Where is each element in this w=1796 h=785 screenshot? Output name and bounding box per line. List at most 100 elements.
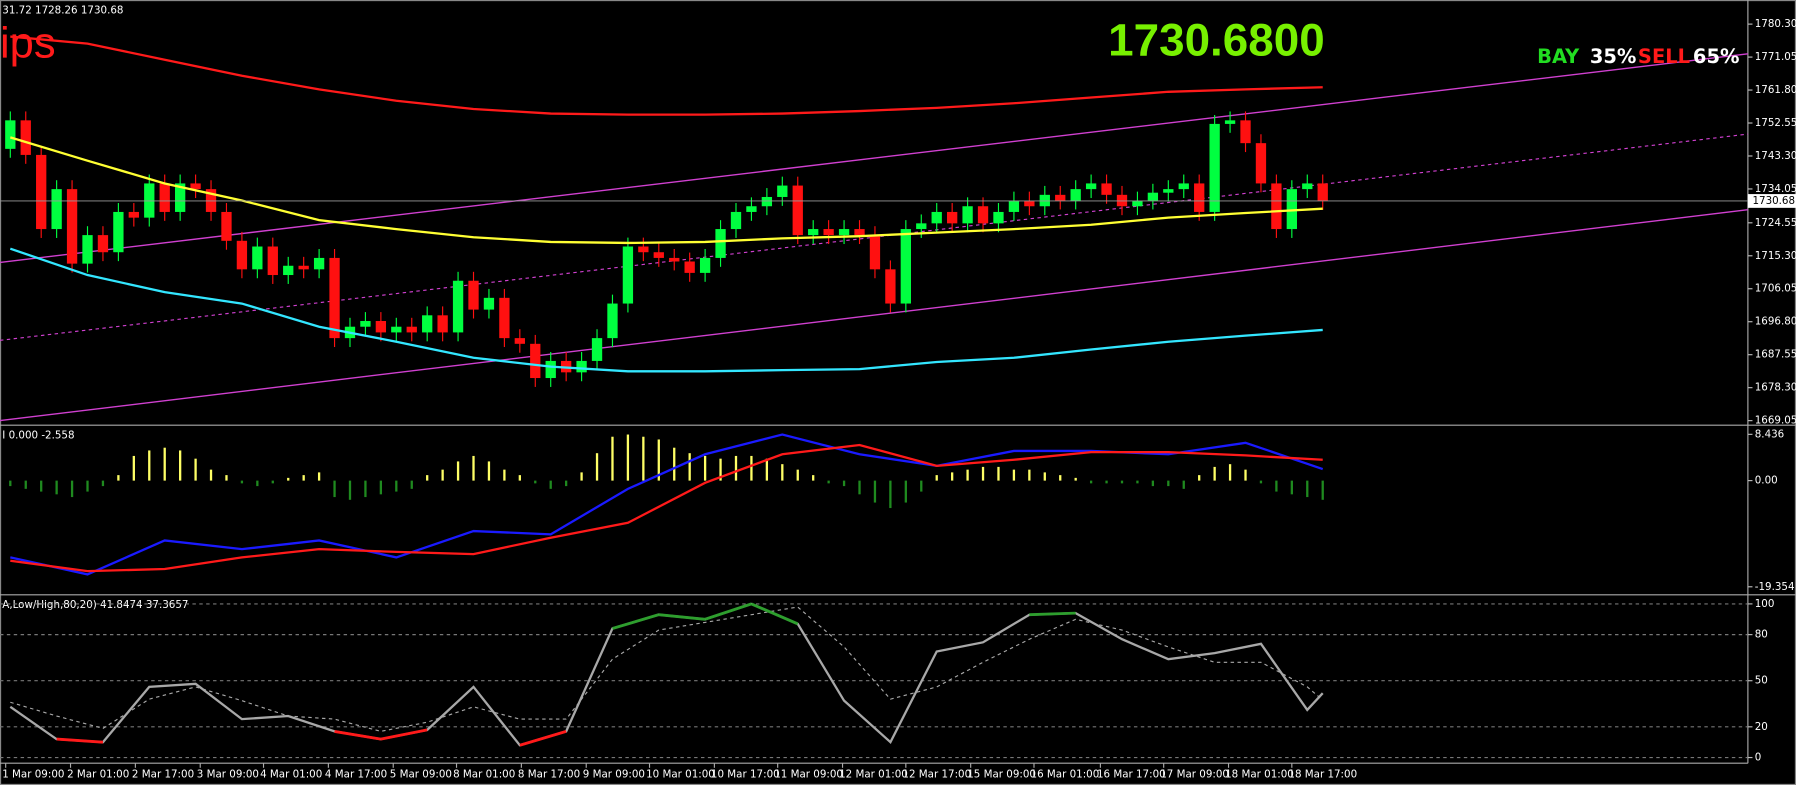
y-tick-label: 1743.30 xyxy=(1755,150,1796,162)
histogram-bar xyxy=(812,475,815,481)
histogram-bar xyxy=(410,480,413,489)
candle-body xyxy=(638,246,649,253)
candle-body xyxy=(468,280,479,310)
histogram-bar xyxy=(24,480,27,489)
histogram-bar xyxy=(781,464,784,481)
candle-body xyxy=(1271,183,1282,230)
histogram-bar xyxy=(117,475,120,481)
histogram-bar xyxy=(981,466,985,481)
y-tick-label: 1752.55 xyxy=(1755,117,1796,129)
histogram-bar xyxy=(703,455,707,481)
candle-body xyxy=(1302,183,1313,190)
candle-body xyxy=(267,246,278,276)
histogram-bar xyxy=(1228,464,1232,481)
stochastic-zone-segment xyxy=(1029,611,1076,617)
y-tick-label: 1687.55 xyxy=(1755,349,1796,361)
y-tick-label: 1669.05 xyxy=(1755,415,1796,427)
stochastic-zone-segment xyxy=(334,730,382,741)
histogram-bar xyxy=(904,480,907,503)
histogram-bar xyxy=(1120,480,1124,484)
candle-body xyxy=(51,189,62,230)
candle-body xyxy=(916,223,927,230)
candle-body xyxy=(313,257,325,270)
histogram-bar xyxy=(1167,480,1170,487)
candle-body xyxy=(947,211,958,224)
histogram-bar xyxy=(534,480,537,484)
candle-body xyxy=(1240,120,1251,144)
y-tick-label: 1724.55 xyxy=(1755,217,1796,229)
histogram-bar xyxy=(55,480,58,495)
histogram-bar xyxy=(179,450,182,481)
histogram-bar xyxy=(441,469,444,481)
candle-body xyxy=(900,229,911,304)
histogram-bar xyxy=(395,480,398,492)
candle-body xyxy=(20,120,31,155)
histogram-bar xyxy=(1306,480,1309,498)
stochastic-header: A,Low/High,80,20) 41.8474 37.3657 xyxy=(2,599,188,611)
histogram-bar xyxy=(673,447,676,481)
histogram-bar xyxy=(348,480,352,500)
histogram-bar xyxy=(86,480,89,492)
candle-body xyxy=(1070,189,1081,201)
y-tick-label: 1734.05 xyxy=(1755,183,1796,195)
macd-header: I 0.000 -2.558 xyxy=(2,429,74,441)
channel-line xyxy=(0,209,1748,422)
histogram-bar xyxy=(287,477,290,481)
x-tick-label: 10 Mar 17:00 xyxy=(711,769,780,781)
candle-body xyxy=(869,235,881,270)
candle-body xyxy=(854,229,865,236)
candle-body xyxy=(530,343,541,379)
stochastic-line xyxy=(10,606,1324,732)
histogram-bar xyxy=(317,472,321,481)
histogram-bar xyxy=(9,480,12,487)
candle-body xyxy=(236,240,248,270)
histogram-bar xyxy=(1275,480,1278,492)
candle-body xyxy=(1024,200,1035,207)
histogram-bar xyxy=(1012,469,1016,481)
y-tick-label: 8.436 xyxy=(1755,428,1784,440)
candle-body xyxy=(329,257,340,339)
histogram-bar xyxy=(472,455,475,481)
histogram-bar xyxy=(858,480,861,495)
histogram-bar xyxy=(920,480,923,492)
candle-body xyxy=(761,196,773,207)
candle-body xyxy=(993,211,1004,224)
candle-body xyxy=(1132,200,1143,207)
candle-body xyxy=(1178,183,1189,190)
histogram-bar xyxy=(873,480,877,503)
candle-body xyxy=(5,120,16,149)
candle-body xyxy=(36,154,47,230)
stochastic-zone-segment xyxy=(658,613,706,621)
x-tick-label: 4 Mar 17:00 xyxy=(325,769,387,781)
sentiment-value: 65% xyxy=(1693,45,1740,68)
candle-body xyxy=(174,183,186,212)
moving-average-line xyxy=(9,136,1323,245)
candle-body xyxy=(777,185,788,197)
y-tick-label: -19.354 xyxy=(1755,581,1795,593)
histogram-bar xyxy=(549,480,552,489)
histogram-bar xyxy=(642,436,645,481)
x-tick-label: 4 Mar 01:00 xyxy=(260,769,322,781)
histogram-bar xyxy=(611,436,614,481)
histogram-bar xyxy=(750,455,753,481)
histogram-bar xyxy=(565,480,568,487)
x-tick-label: 9 Mar 09:00 xyxy=(583,769,645,781)
y-tick-label: 0 xyxy=(1755,752,1762,764)
histogram-bar xyxy=(70,480,74,498)
histogram-bar xyxy=(256,480,259,487)
macd-line xyxy=(10,443,1323,573)
histogram-bar xyxy=(1059,475,1062,481)
histogram-bar xyxy=(951,472,954,481)
histogram-bar xyxy=(456,461,460,481)
histogram-bar xyxy=(1089,480,1093,484)
candle-body xyxy=(808,229,819,236)
histogram-bar xyxy=(1136,480,1139,484)
histogram-bar xyxy=(796,469,799,481)
histogram-bar xyxy=(734,455,738,481)
candle-body xyxy=(406,326,417,333)
histogram-bar xyxy=(518,475,521,481)
histogram-bar xyxy=(1321,480,1324,500)
candle-body xyxy=(360,321,371,327)
